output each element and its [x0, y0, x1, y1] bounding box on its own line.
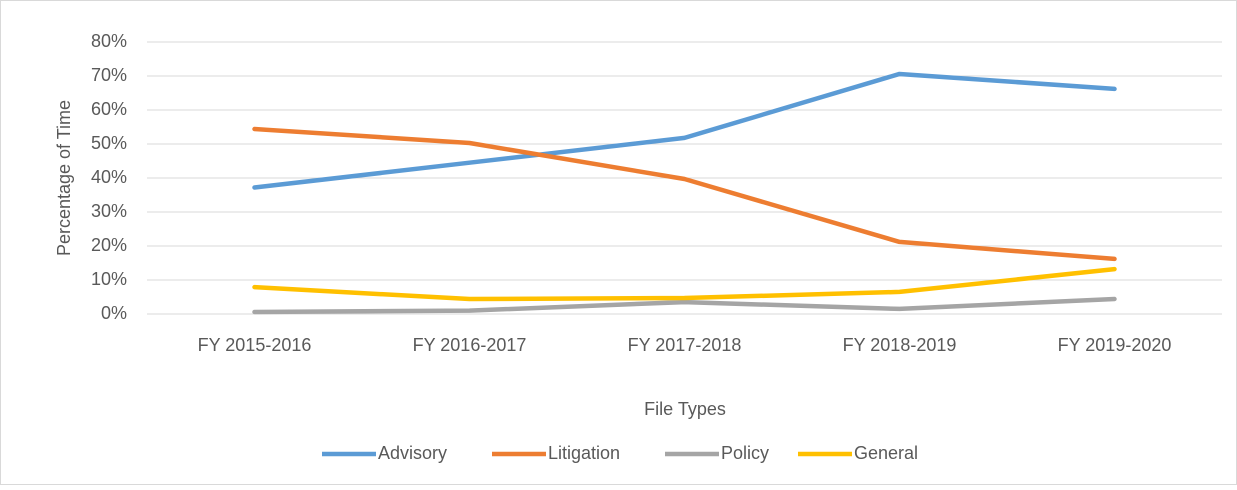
- line-series: [252, 126, 1117, 262]
- x-tick-label: FY 2016-2017: [413, 335, 527, 355]
- legend-label: Policy: [721, 443, 769, 463]
- line-series: [252, 71, 1117, 190]
- y-tick-label: 10%: [91, 269, 127, 289]
- legend-label: General: [854, 443, 918, 463]
- x-tick-label: FY 2017-2018: [628, 335, 742, 355]
- y-tick-label: 0%: [101, 303, 127, 323]
- y-tick-label: 30%: [91, 201, 127, 221]
- x-tick-label: FY 2015-2016: [198, 335, 312, 355]
- x-tick-label: FY 2019-2020: [1058, 335, 1172, 355]
- x-tick-label: FY 2018-2019: [843, 335, 957, 355]
- line-series: [252, 296, 1117, 315]
- legend-label: Litigation: [548, 443, 620, 463]
- y-axis-title: Percentage of Time: [54, 100, 74, 256]
- line-series: [252, 266, 1117, 302]
- y-tick-label: 20%: [91, 235, 127, 255]
- y-tick-label: 80%: [91, 31, 127, 51]
- y-tick-label: 50%: [91, 133, 127, 153]
- x-axis-title: File Types: [644, 399, 726, 419]
- legend-label: Advisory: [378, 443, 447, 463]
- y-tick-label: 40%: [91, 167, 127, 187]
- y-tick-label: 70%: [91, 65, 127, 85]
- y-tick-label: 60%: [91, 99, 127, 119]
